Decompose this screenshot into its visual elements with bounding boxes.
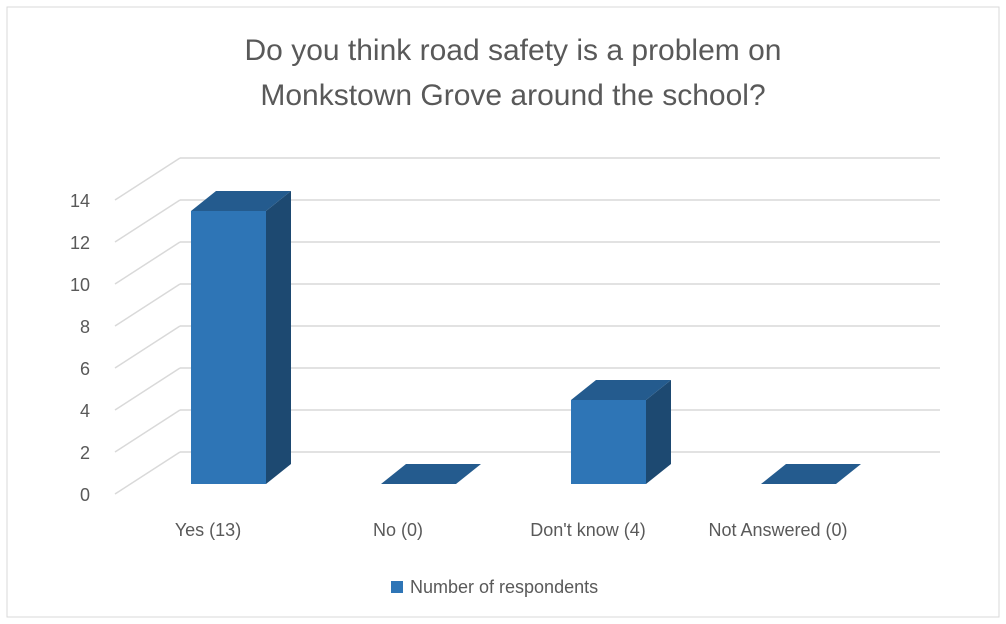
y-tick-label: 0	[80, 485, 90, 505]
bar-top	[381, 464, 481, 484]
chart-border	[6, 6, 1000, 618]
bar	[191, 191, 291, 484]
bar-side	[266, 191, 291, 484]
bar	[381, 464, 481, 484]
x-tick-label: Not Answered (0)	[708, 520, 847, 540]
bar-side	[646, 380, 671, 484]
y-tick-label: 8	[80, 317, 90, 337]
y-tick-label: 10	[70, 275, 90, 295]
x-tick-label: No (0)	[373, 520, 423, 540]
legend-label: Number of respondents	[410, 577, 598, 597]
bar-top	[191, 191, 291, 211]
grid-line-side	[114, 451, 181, 495]
chart-title: Do you think road safety is a problem on…	[244, 34, 782, 112]
y-tick-label: 12	[70, 233, 90, 253]
grid-line-side	[114, 241, 181, 285]
bar-front	[191, 211, 266, 484]
y-tick-label: 6	[80, 359, 90, 379]
grid-line-side	[114, 367, 181, 411]
bar-top	[571, 380, 671, 400]
bar	[761, 464, 861, 484]
grid-line-side	[114, 325, 181, 369]
bar	[571, 380, 671, 484]
grid-line-side	[114, 157, 181, 201]
y-tick-label: 4	[80, 401, 90, 421]
x-tick-label: Yes (13)	[175, 520, 241, 540]
legend-swatch	[391, 581, 403, 593]
bar-front	[571, 400, 646, 484]
grid-line-side	[114, 409, 181, 453]
grid-line-side	[114, 283, 181, 327]
y-tick-label: 14	[70, 191, 90, 211]
bar-top	[761, 464, 861, 484]
x-tick-label: Don't know (4)	[530, 520, 645, 540]
grid-line-side	[114, 199, 181, 243]
y-tick-label: 2	[80, 443, 90, 463]
